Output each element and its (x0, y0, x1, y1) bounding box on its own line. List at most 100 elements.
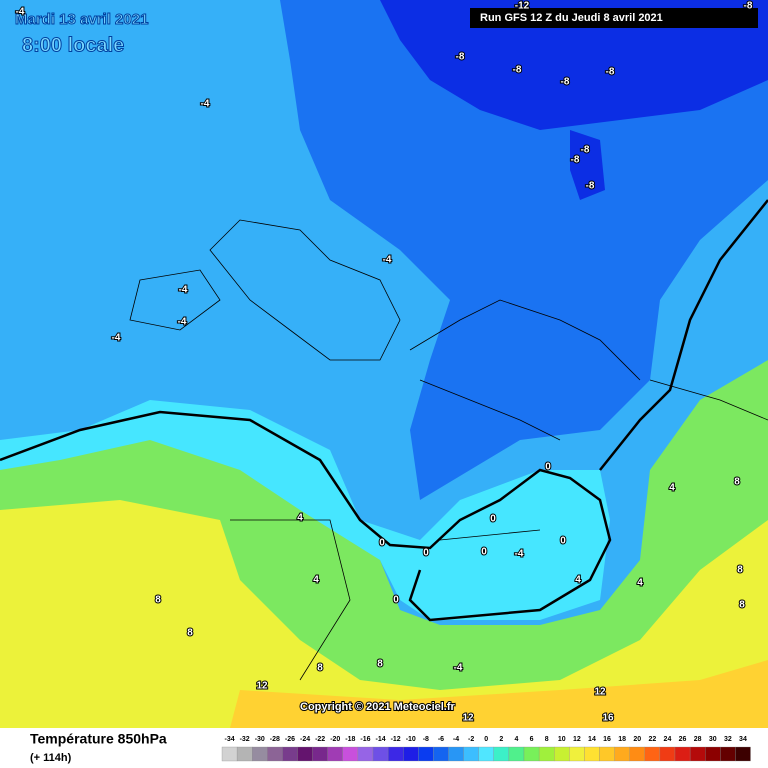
date: Mardi 13 avril 2021 (15, 11, 148, 28)
color-swatch (312, 746, 328, 762)
color-swatch (629, 746, 645, 762)
map (0, 0, 768, 728)
color-swatch (342, 746, 359, 762)
contour-label: -4 (112, 333, 121, 344)
contour-label: -8 (586, 181, 595, 192)
color-swatch (735, 746, 751, 762)
contour-label: -4 (454, 663, 463, 674)
color-swatch (267, 746, 283, 762)
color-swatch (221, 746, 238, 762)
colorbar-label: 12 (573, 736, 581, 743)
contour-label: -8 (561, 77, 570, 88)
color-swatch (674, 746, 691, 762)
colorbar-label: 18 (618, 736, 626, 743)
contour-label: 12 (256, 681, 268, 692)
contour-label: -4 (201, 99, 210, 110)
color-swatch (463, 746, 479, 762)
colorbar-label: -22 (315, 736, 325, 743)
color-swatch (372, 746, 389, 762)
legend-title: Température 850hPa (30, 731, 167, 747)
colorbar-label: -14 (375, 736, 385, 743)
contour-label: 0 (560, 536, 566, 547)
colorbar-label: 22 (648, 736, 656, 743)
contour-label: 4 (669, 483, 675, 494)
contour-label: -4 (178, 317, 187, 328)
contour-label: -8 (606, 67, 615, 78)
colorbar-label: -30 (255, 736, 265, 743)
colorbar-label: 32 (724, 736, 732, 743)
contour-label: -8 (513, 65, 522, 76)
contour-label: -12 (515, 1, 530, 12)
colorbar-label: -10 (406, 736, 416, 743)
color-swatch (659, 746, 676, 762)
contour-label: 16 (602, 713, 614, 724)
colorbar-label: 2 (499, 736, 503, 743)
colorbar-label: -28 (270, 736, 280, 743)
color-swatch (538, 746, 555, 762)
colorbar-label: 34 (739, 736, 747, 743)
colorbar-label: -12 (391, 736, 401, 743)
contour-label: 4 (297, 513, 303, 524)
color-swatch (705, 746, 721, 762)
contour-label: -4 (179, 285, 188, 296)
contour-label: 4 (575, 575, 581, 586)
colorbar-label: -6 (438, 736, 444, 743)
color-swatch (403, 746, 419, 762)
colorbar-label: 14 (588, 736, 596, 743)
colorbar-label: -20 (330, 736, 340, 743)
colorbar-label: -24 (300, 736, 310, 743)
legend-lead: (+ 114h) (30, 752, 72, 764)
run: Run GFS 12 Z du Jeudi 8 avril 2021 (480, 12, 663, 24)
color-swatch (448, 746, 464, 762)
contour-label: 4 (313, 575, 319, 586)
color-swatch (720, 746, 736, 762)
colorbar-label: 26 (679, 736, 687, 743)
color-swatch (599, 746, 615, 762)
color-swatch (357, 746, 374, 762)
color-swatch (614, 746, 630, 762)
color-swatch (282, 746, 298, 762)
colorbar-label: 8 (545, 736, 549, 743)
contour-label: 0 (481, 547, 487, 558)
colorbar-label: 30 (709, 736, 717, 743)
colorbar-label: -34 (224, 736, 234, 743)
color-swatch (584, 746, 600, 762)
contour-label: 12 (462, 713, 474, 724)
contour-label: 4 (637, 578, 643, 589)
contour-label: 0 (393, 595, 399, 606)
colorbar-label: -2 (468, 736, 474, 743)
colorbar: -34 -32 -30 -28 -26 -24 -22 -20 -18 -16 -14 -12 -10-… (221, 736, 751, 762)
contour-label: -8 (571, 155, 580, 166)
copyright: Copyright © 2021 Meteociel.fr (300, 701, 456, 713)
color-swatch (523, 746, 540, 762)
color-swatch (569, 746, 585, 762)
colorbar-label: -18 (345, 736, 355, 743)
colorbar-label: -8 (423, 736, 429, 743)
contour-label: 8 (187, 628, 193, 639)
colorbar-label: 24 (664, 736, 672, 743)
colorbar-label: 6 (530, 736, 534, 743)
colorbar-label: 20 (633, 736, 641, 743)
color-swatch (478, 746, 494, 762)
color-swatch (508, 746, 525, 762)
colorbar-label: 16 (603, 736, 611, 743)
contour-label: 8 (739, 600, 745, 611)
colorbar-label: 0 (484, 736, 488, 743)
contour-label: 8 (317, 663, 323, 674)
run-box (470, 8, 758, 28)
contour-label: 8 (155, 595, 161, 606)
color-swatch (433, 746, 449, 762)
colorbar-label: 28 (694, 736, 702, 743)
color-swatch (644, 746, 661, 762)
contour-label: -4 (383, 255, 392, 266)
color-swatch (236, 746, 253, 762)
contour-label: 0 (423, 548, 429, 559)
color-swatch (387, 746, 404, 762)
time: 8:00 locale (22, 34, 124, 56)
contour-label: -4 (515, 549, 524, 560)
colorbar-label: -16 (360, 736, 370, 743)
contour-label: 0 (545, 462, 551, 473)
contour-label: 8 (734, 477, 740, 488)
